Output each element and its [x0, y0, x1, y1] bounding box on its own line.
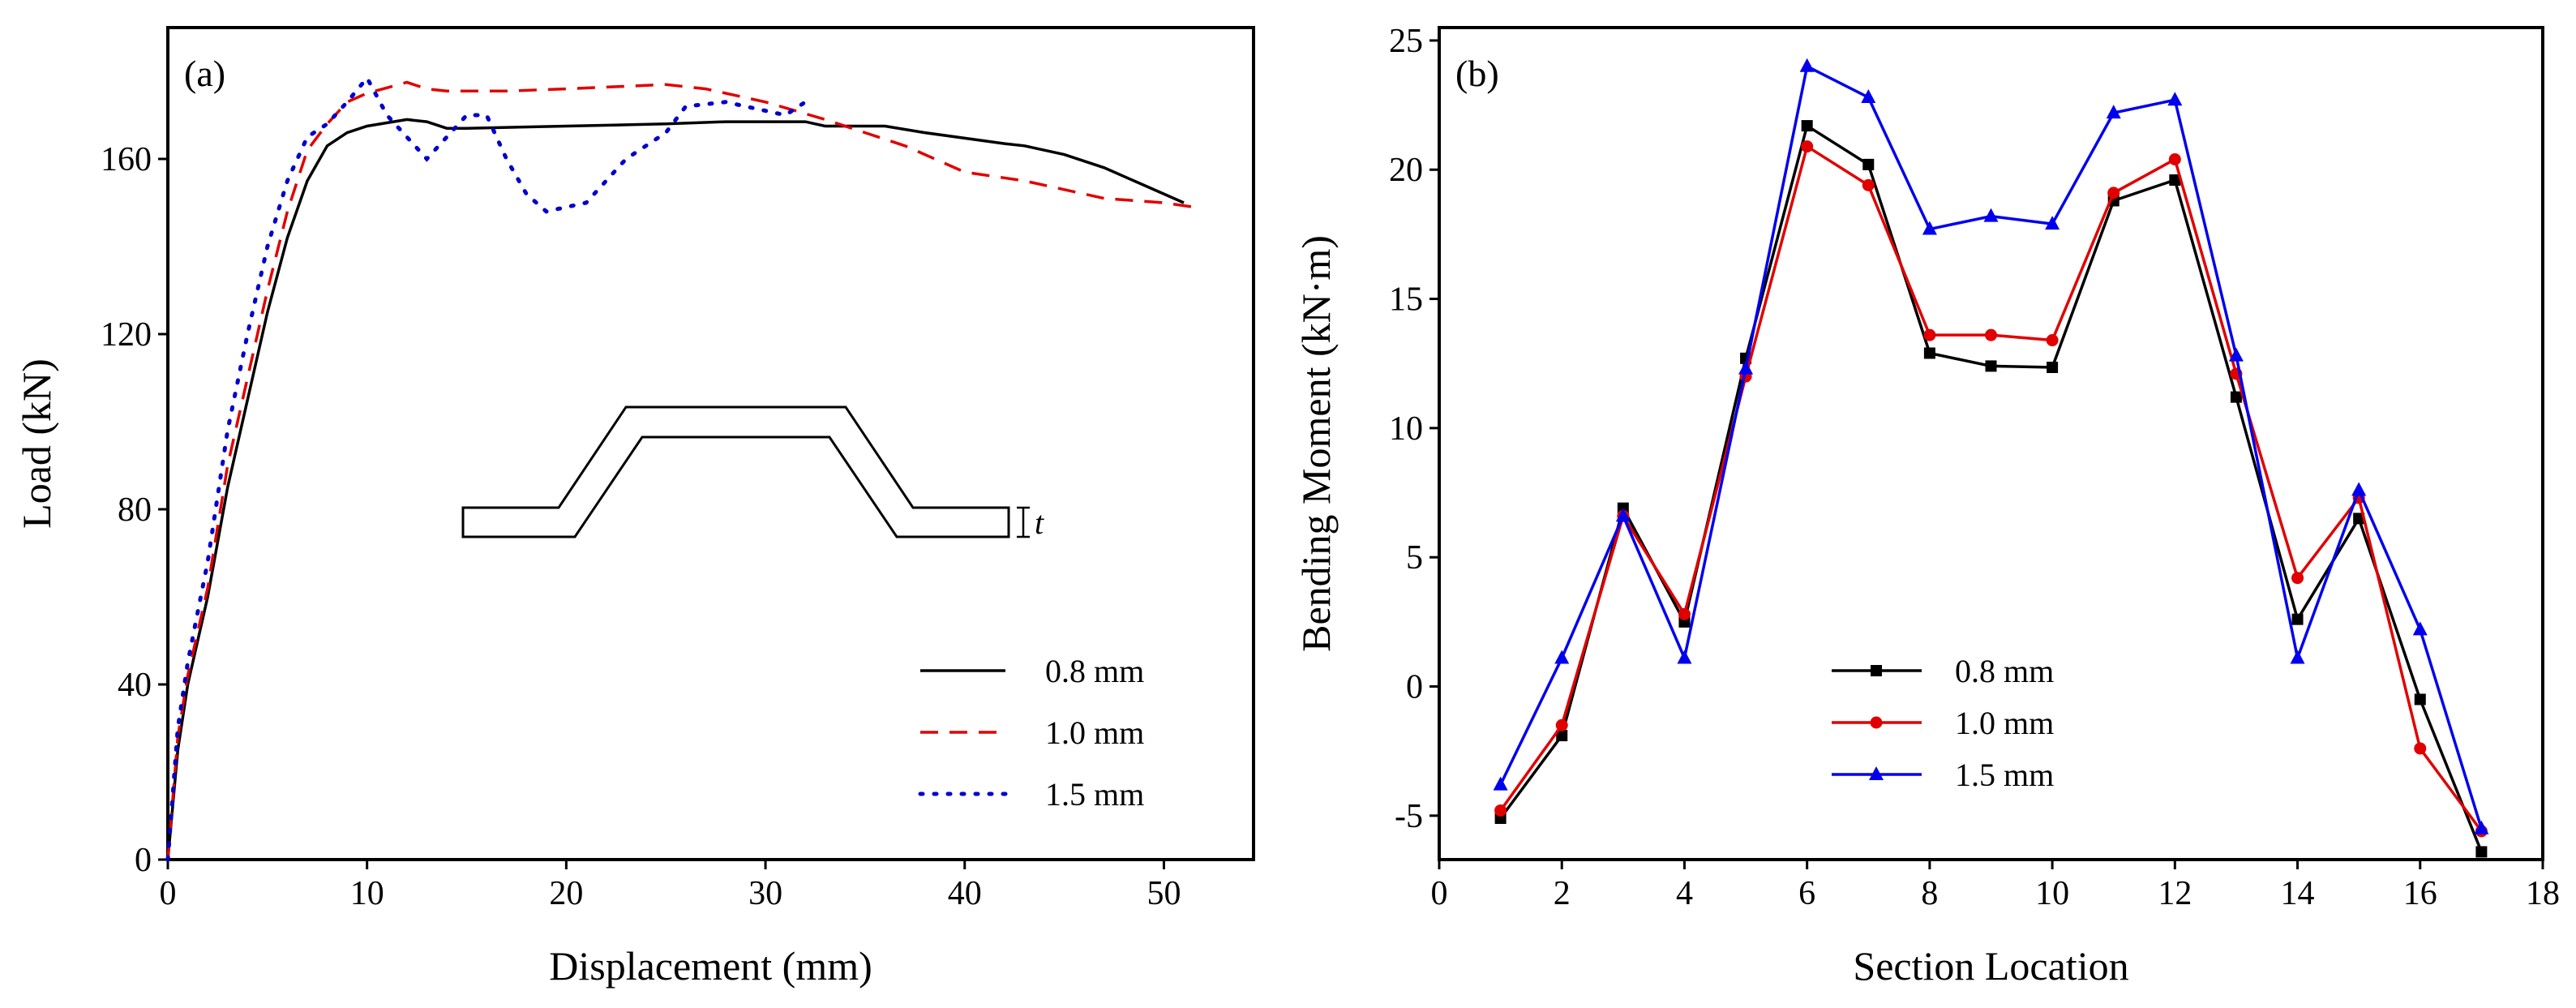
x-tick-label: 10	[2035, 875, 2069, 912]
data-point-marker	[2107, 187, 2120, 199]
y-tick-label: 40	[118, 667, 152, 704]
y-tick-label: 5	[1406, 539, 1423, 577]
data-point-marker	[2290, 650, 2305, 664]
legend-marker	[1870, 716, 1883, 729]
data-point-marker	[2168, 153, 2181, 166]
data-point-marker	[2412, 621, 2428, 636]
data-point-marker	[1985, 360, 1997, 372]
legend-label: 0.8 mm	[1955, 653, 2054, 689]
x-tick-label: 40	[948, 875, 982, 912]
data-point-marker	[1801, 120, 1813, 132]
x-tick-label: 4	[1676, 875, 1693, 912]
legend-marker	[1871, 665, 1882, 676]
x-tick-label: 18	[2526, 875, 2560, 912]
panel-label: (b)	[1455, 53, 1499, 94]
data-point-marker	[1862, 178, 1875, 191]
x-tick-label: 6	[1798, 875, 1815, 912]
data-point-marker	[2167, 92, 2183, 106]
chart-a-load-displacement: 0 10 20 30 40 50 0 40 80 120 160 Displacement (mm) L…	[14, 26, 1255, 989]
data-point-marker	[1493, 776, 1508, 791]
legend-label: 1.5 mm	[1955, 757, 2054, 793]
panel-label: (a)	[184, 53, 225, 94]
data-point-marker	[2047, 362, 2059, 374]
y-tick-label: 25	[1389, 23, 1423, 60]
data-point-marker	[1923, 328, 1936, 341]
y-axis-title: Load (kN)	[14, 358, 59, 529]
data-point-marker	[1861, 89, 1876, 104]
x-tick-label: 10	[350, 875, 384, 912]
x-axis-title: Section Location	[1853, 943, 2128, 989]
data-point-marker	[1677, 650, 1692, 664]
legend-marker	[1869, 766, 1884, 780]
data-point-marker	[2228, 347, 2244, 362]
inset-cross-section-diagram	[461, 405, 1010, 538]
series-line-1-0-mm	[166, 80, 1194, 860]
thickness-label: t	[1035, 504, 1044, 541]
data-point-marker	[2291, 613, 2304, 625]
y-tick-label: 80	[118, 491, 152, 529]
data-point-marker	[2474, 820, 2489, 834]
legend-label: 1.0 mm	[1955, 705, 2054, 741]
data-point-marker	[2351, 482, 2367, 496]
thickness-bracket-icon	[1017, 506, 1030, 538]
data-point-marker	[1922, 221, 1937, 235]
legend-label: 1.5 mm	[1045, 776, 1144, 813]
chart-b-bending-moment: 0 2 4 6 8 10 12 14 16 18 -5 0 5 10 15 20 25 Section Locat…	[1293, 23, 2560, 989]
y-tick-label: 10	[1389, 410, 1423, 448]
data-point-marker	[2353, 513, 2365, 525]
data-point-marker	[1862, 158, 1875, 170]
data-point-marker	[1678, 607, 1691, 620]
x-tick-label: 16	[2403, 875, 2437, 912]
data-point-marker	[1985, 328, 1997, 341]
x-tick-label: 14	[2281, 875, 2315, 912]
y-tick-label: 20	[1389, 152, 1423, 189]
y-axis-title: Bending Moment (kN·m)	[1293, 235, 1339, 652]
y-tick-label: 15	[1389, 281, 1423, 319]
x-tick-label: 2	[1554, 875, 1571, 912]
series-line-0-8-mm	[166, 118, 1185, 860]
y-tick-label: -5	[1395, 798, 1423, 835]
x-tick-label: 20	[549, 875, 583, 912]
x-tick-label: 8	[1921, 875, 1938, 912]
series-line-1-5-mm	[165, 74, 808, 862]
x-tick-label: 50	[1147, 875, 1181, 912]
x-tick-label: 0	[1431, 875, 1448, 912]
series-line-0-8-mm	[1499, 123, 2484, 853]
x-tick-label: 0	[160, 875, 177, 912]
data-point-marker	[2230, 391, 2242, 403]
data-point-marker	[2291, 572, 2304, 585]
data-point-marker	[1554, 650, 1570, 664]
data-point-marker	[1799, 58, 1815, 72]
legend-label: 1.0 mm	[1045, 714, 1144, 751]
y-tick-label: 160	[101, 141, 152, 178]
data-point-marker	[2169, 174, 2181, 186]
data-point-marker	[1983, 208, 1999, 222]
data-point-marker	[2414, 693, 2426, 706]
x-tick-label: 30	[748, 875, 782, 912]
y-tick-label: 0	[1406, 669, 1423, 706]
data-point-marker	[2046, 334, 2059, 347]
y-tick-label: 0	[135, 842, 152, 879]
data-point-marker	[1615, 508, 1631, 522]
data-point-marker	[1494, 804, 1507, 817]
data-point-marker	[2414, 742, 2427, 755]
data-point-marker	[1738, 360, 1754, 375]
data-point-marker	[2475, 846, 2488, 858]
data-point-marker	[2045, 216, 2060, 230]
data-point-marker	[1556, 730, 1568, 742]
y-tick-label: 120	[101, 316, 152, 354]
plot-frame	[166, 26, 1255, 861]
plot-frame	[1438, 26, 2544, 861]
x-axis-title: Displacement (mm)	[549, 943, 872, 989]
data-point-marker	[2106, 105, 2121, 119]
x-tick-label: 12	[2158, 875, 2192, 912]
data-point-marker	[1801, 140, 1814, 153]
legend-label: 0.8 mm	[1045, 653, 1144, 689]
data-point-marker	[1555, 718, 1568, 731]
data-point-marker	[1923, 347, 1935, 359]
